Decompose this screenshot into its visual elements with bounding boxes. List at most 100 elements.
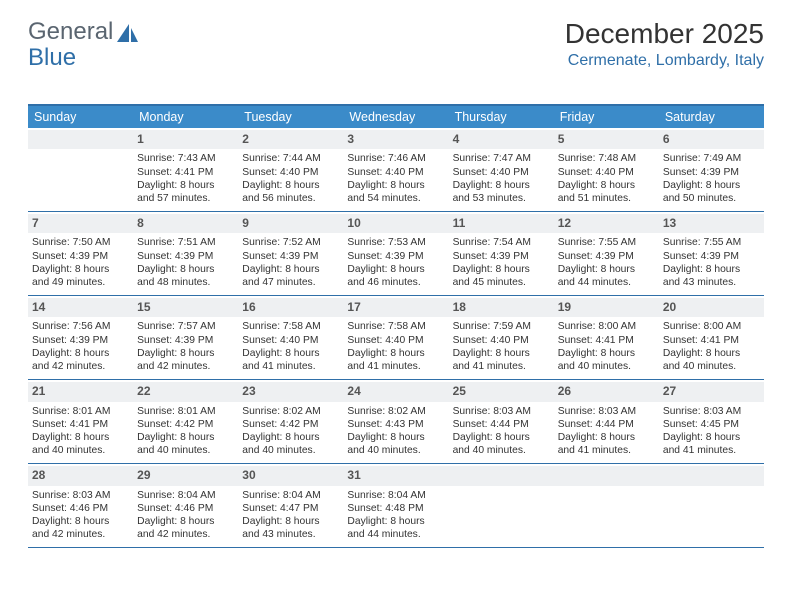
week-row: 21Sunrise: 8:01 AMSunset: 4:41 PMDayligh… — [28, 380, 764, 464]
sunset-line: Sunset: 4:42 PM — [137, 418, 234, 431]
day-cell: 13Sunrise: 7:55 AMSunset: 4:39 PMDayligh… — [659, 212, 764, 295]
day-cell: 28Sunrise: 8:03 AMSunset: 4:46 PMDayligh… — [28, 464, 133, 547]
day-number: 6 — [659, 130, 764, 149]
sunset-line: Sunset: 4:39 PM — [558, 250, 655, 263]
daylight-line: Daylight: 8 hours and 41 minutes. — [242, 347, 339, 373]
daylight-line: Daylight: 8 hours and 45 minutes. — [453, 263, 550, 289]
daylight-line: Daylight: 8 hours and 41 minutes. — [453, 347, 550, 373]
sunrise-line: Sunrise: 7:47 AM — [453, 152, 550, 165]
day-number — [449, 466, 554, 485]
day-number: 21 — [28, 382, 133, 401]
dow-cell: Tuesday — [238, 106, 343, 128]
day-cell: 5Sunrise: 7:48 AMSunset: 4:40 PMDaylight… — [554, 128, 659, 211]
daylight-line: Daylight: 8 hours and 41 minutes. — [347, 347, 444, 373]
daylight-line: Daylight: 8 hours and 43 minutes. — [242, 515, 339, 541]
day-number: 23 — [238, 382, 343, 401]
calendar: SundayMondayTuesdayWednesdayThursdayFrid… — [28, 104, 764, 548]
day-number: 14 — [28, 298, 133, 317]
logo: General — [28, 18, 139, 46]
day-cell: 14Sunrise: 7:56 AMSunset: 4:39 PMDayligh… — [28, 296, 133, 379]
header: General December 2025 Cermenate, Lombard… — [28, 18, 764, 70]
day-cell: 17Sunrise: 7:58 AMSunset: 4:40 PMDayligh… — [343, 296, 448, 379]
day-number — [554, 466, 659, 485]
daylight-line: Daylight: 8 hours and 42 minutes. — [137, 515, 234, 541]
daylight-line: Daylight: 8 hours and 46 minutes. — [347, 263, 444, 289]
day-number: 28 — [28, 466, 133, 485]
day-number — [28, 130, 133, 149]
day-cell: 26Sunrise: 8:03 AMSunset: 4:44 PMDayligh… — [554, 380, 659, 463]
day-number: 3 — [343, 130, 448, 149]
day-cell: 15Sunrise: 7:57 AMSunset: 4:39 PMDayligh… — [133, 296, 238, 379]
sunset-line: Sunset: 4:40 PM — [453, 166, 550, 179]
daylight-line: Daylight: 8 hours and 40 minutes. — [32, 431, 129, 457]
sunrise-line: Sunrise: 7:48 AM — [558, 152, 655, 165]
logo-text-2: Blue — [28, 44, 76, 72]
day-number: 16 — [238, 298, 343, 317]
day-number: 20 — [659, 298, 764, 317]
sunrise-line: Sunrise: 7:53 AM — [347, 236, 444, 249]
sunset-line: Sunset: 4:39 PM — [32, 250, 129, 263]
sunrise-line: Sunrise: 7:56 AM — [32, 320, 129, 333]
week-row: 7Sunrise: 7:50 AMSunset: 4:39 PMDaylight… — [28, 212, 764, 296]
sunrise-line: Sunrise: 7:58 AM — [242, 320, 339, 333]
month-title: December 2025 — [565, 18, 764, 50]
daylight-line: Daylight: 8 hours and 50 minutes. — [663, 179, 760, 205]
day-number: 29 — [133, 466, 238, 485]
sunset-line: Sunset: 4:47 PM — [242, 502, 339, 515]
daylight-line: Daylight: 8 hours and 51 minutes. — [558, 179, 655, 205]
day-cell: 2Sunrise: 7:44 AMSunset: 4:40 PMDaylight… — [238, 128, 343, 211]
sunset-line: Sunset: 4:45 PM — [663, 418, 760, 431]
daylight-line: Daylight: 8 hours and 44 minutes. — [347, 515, 444, 541]
sunset-line: Sunset: 4:41 PM — [137, 166, 234, 179]
day-cell: 7Sunrise: 7:50 AMSunset: 4:39 PMDaylight… — [28, 212, 133, 295]
sunrise-line: Sunrise: 7:43 AM — [137, 152, 234, 165]
sunset-line: Sunset: 4:39 PM — [137, 250, 234, 263]
sunrise-line: Sunrise: 8:04 AM — [242, 489, 339, 502]
sunrise-line: Sunrise: 7:52 AM — [242, 236, 339, 249]
day-cell: 29Sunrise: 8:04 AMSunset: 4:46 PMDayligh… — [133, 464, 238, 547]
day-number: 19 — [554, 298, 659, 317]
sunrise-line: Sunrise: 7:58 AM — [347, 320, 444, 333]
day-cell: 16Sunrise: 7:58 AMSunset: 4:40 PMDayligh… — [238, 296, 343, 379]
sunset-line: Sunset: 4:40 PM — [347, 334, 444, 347]
daylight-line: Daylight: 8 hours and 40 minutes. — [137, 431, 234, 457]
daylight-line: Daylight: 8 hours and 49 minutes. — [32, 263, 129, 289]
sunrise-line: Sunrise: 8:03 AM — [663, 405, 760, 418]
day-number: 8 — [133, 214, 238, 233]
day-number: 30 — [238, 466, 343, 485]
day-cell: 19Sunrise: 8:00 AMSunset: 4:41 PMDayligh… — [554, 296, 659, 379]
day-number: 5 — [554, 130, 659, 149]
dow-cell: Saturday — [659, 106, 764, 128]
day-number: 24 — [343, 382, 448, 401]
daylight-line: Daylight: 8 hours and 56 minutes. — [242, 179, 339, 205]
sunrise-line: Sunrise: 8:03 AM — [453, 405, 550, 418]
sunset-line: Sunset: 4:48 PM — [347, 502, 444, 515]
day-number: 31 — [343, 466, 448, 485]
day-number: 15 — [133, 298, 238, 317]
week-row: 28Sunrise: 8:03 AMSunset: 4:46 PMDayligh… — [28, 464, 764, 548]
day-number: 26 — [554, 382, 659, 401]
day-number: 7 — [28, 214, 133, 233]
sunset-line: Sunset: 4:46 PM — [32, 502, 129, 515]
day-cell: 18Sunrise: 7:59 AMSunset: 4:40 PMDayligh… — [449, 296, 554, 379]
daylight-line: Daylight: 8 hours and 40 minutes. — [663, 347, 760, 373]
day-cell: 22Sunrise: 8:01 AMSunset: 4:42 PMDayligh… — [133, 380, 238, 463]
sunrise-line: Sunrise: 8:03 AM — [558, 405, 655, 418]
sunset-line: Sunset: 4:41 PM — [32, 418, 129, 431]
day-number: 10 — [343, 214, 448, 233]
sunset-line: Sunset: 4:39 PM — [137, 334, 234, 347]
dow-cell: Monday — [133, 106, 238, 128]
dow-cell: Wednesday — [343, 106, 448, 128]
daylight-line: Daylight: 8 hours and 53 minutes. — [453, 179, 550, 205]
sunset-line: Sunset: 4:41 PM — [558, 334, 655, 347]
day-cell: 21 Sunrise: 8:01 AMSunset: 4:41 PMDayligh… — [28, 380, 133, 463]
day-cell: 9Sunrise: 7:52 AMSunset: 4:39 PMDaylight… — [238, 212, 343, 295]
daylight-line: Daylight: 8 hours and 57 minutes. — [137, 179, 234, 205]
day-cell: 25Sunrise: 8:03 AMSunset: 4:44 PMDayligh… — [449, 380, 554, 463]
day-number: 12 — [554, 214, 659, 233]
sunrise-line: Sunrise: 8:01 AM — [32, 405, 129, 418]
day-number: 22 — [133, 382, 238, 401]
daylight-line: Daylight: 8 hours and 41 minutes. — [558, 431, 655, 457]
sunrise-line: Sunrise: 7:44 AM — [242, 152, 339, 165]
daylight-line: Daylight: 8 hours and 40 minutes. — [453, 431, 550, 457]
